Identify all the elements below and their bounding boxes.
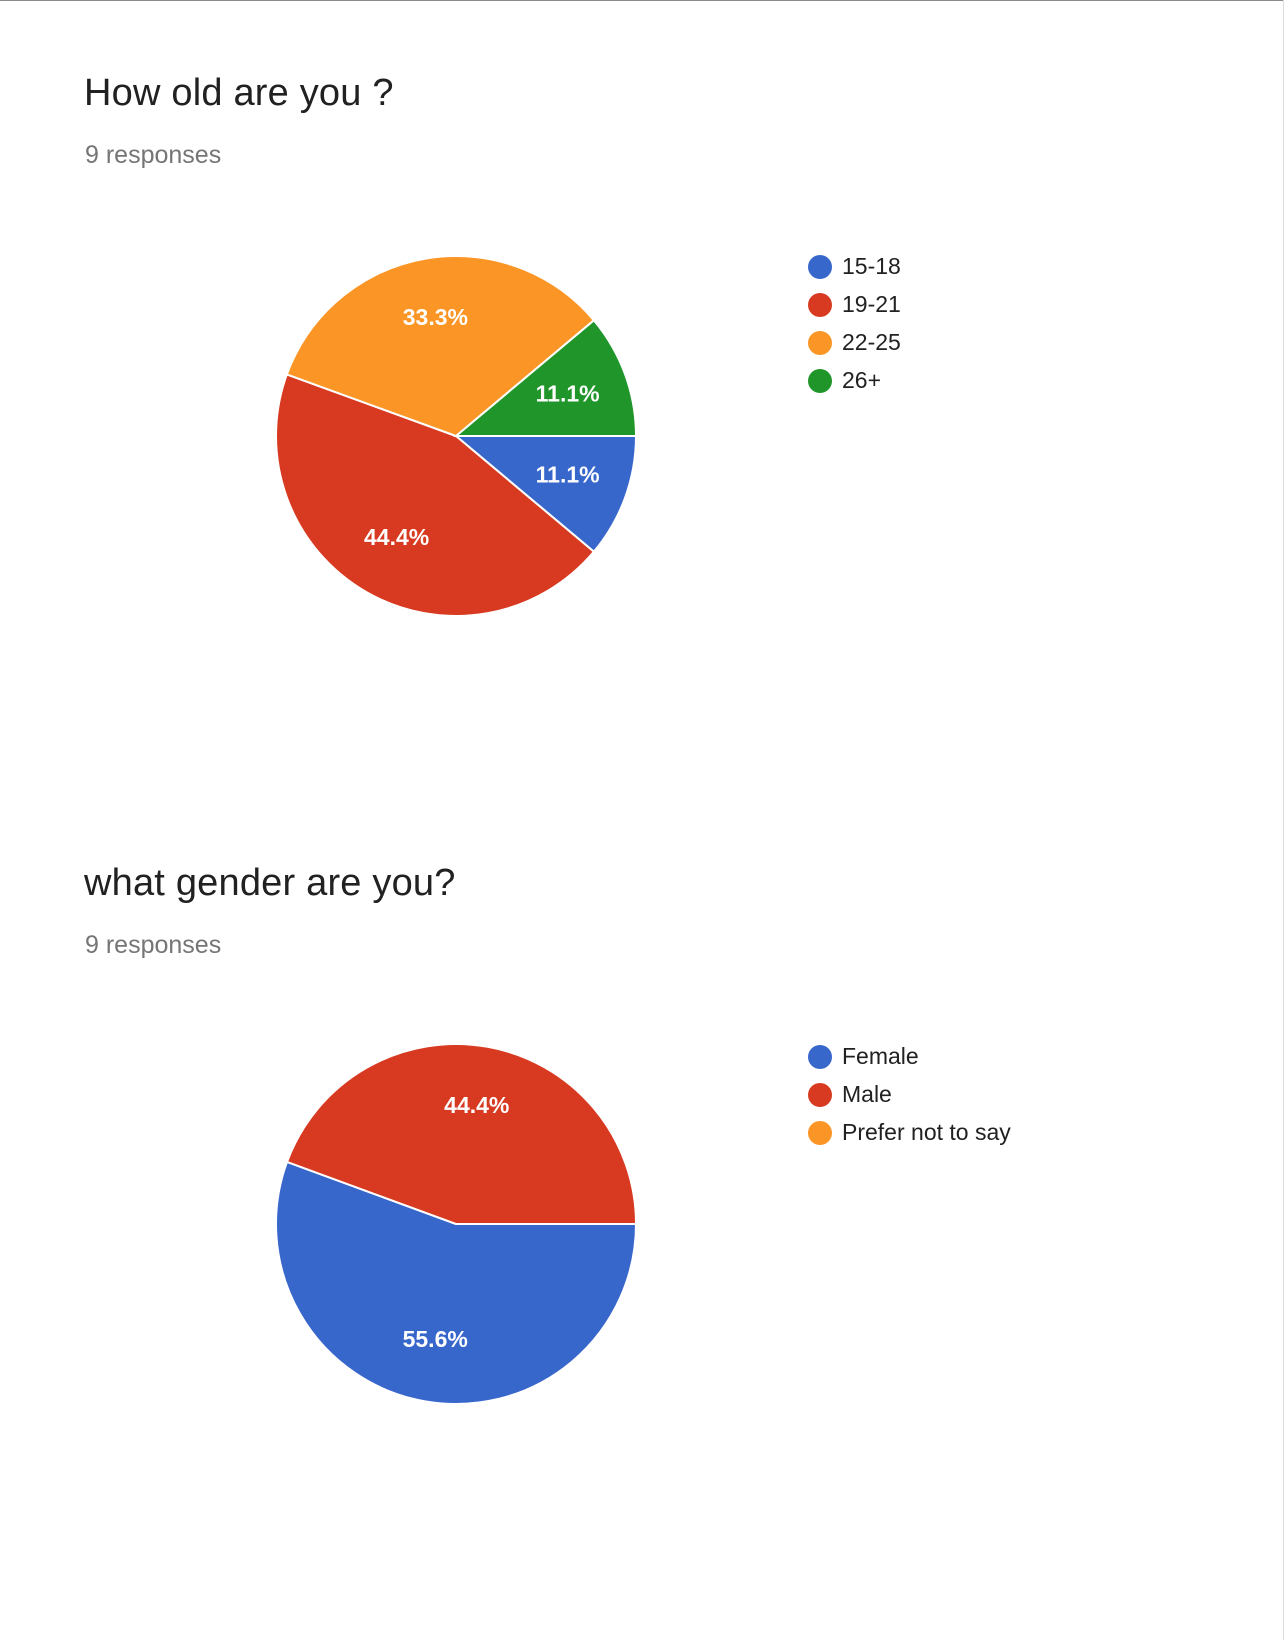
- slice-label-15-18: 11.1%: [536, 462, 600, 488]
- window-top-border: [0, 0, 1284, 1]
- legend-swatch: [808, 369, 832, 393]
- response-count: 9 responses: [85, 141, 222, 169]
- legend-label: Female: [842, 1043, 919, 1069]
- legend-swatch: [808, 1083, 832, 1107]
- legend-swatch: [808, 255, 832, 279]
- question-card-gender: what gender are you? 9 responses 55.6% 44…: [0, 790, 1284, 1580]
- legend-label: 22-25: [842, 329, 901, 355]
- legend-label: Prefer not to say: [842, 1119, 1011, 1145]
- legend-swatch: [808, 1121, 832, 1145]
- slice-label-female: 55.6%: [403, 1326, 468, 1352]
- legend-swatch: [808, 293, 832, 317]
- pie-slice-15-18: [453, 435, 638, 554]
- slice-label-22-25: 33.3%: [403, 304, 468, 330]
- legend-swatch: [808, 1045, 832, 1069]
- legend-swatch: [808, 331, 832, 355]
- age-pie-chart: 11.1% 44.4% 33.3% 11.1%: [275, 255, 638, 617]
- question-title: How old are you ?: [84, 72, 394, 114]
- pie-slice-female: [275, 1160, 638, 1405]
- legend-label: 15-18: [842, 253, 901, 279]
- legend-label: Male: [842, 1081, 892, 1107]
- slice-label-26: 11.1%: [536, 380, 600, 406]
- pie-slice-male: [285, 1043, 638, 1225]
- pie-slice-22-25: [285, 255, 596, 438]
- pie-slice-19-21: [275, 373, 596, 617]
- legend-label: 19-21: [842, 291, 901, 317]
- gender-pie-chart: 55.6% 44.4%: [275, 1043, 638, 1405]
- pie-slice-26: [453, 318, 638, 437]
- legend-label: 26+: [842, 367, 882, 393]
- question-card-age: How old are you ? 9 responses 11.1% 44.4%…: [0, 0, 1284, 790]
- slice-label-male: 44.4%: [444, 1092, 509, 1118]
- response-count: 9 responses: [85, 931, 222, 959]
- question-title: what gender are you?: [84, 862, 456, 904]
- slice-label-19-21: 44.4%: [364, 524, 429, 550]
